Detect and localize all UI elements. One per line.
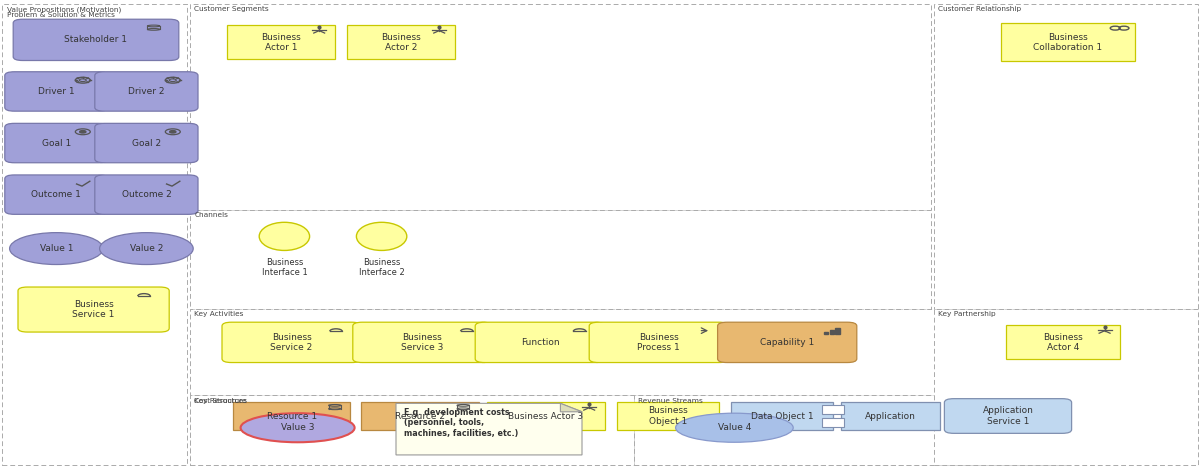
- Polygon shape: [396, 403, 582, 455]
- Text: Driver 1: Driver 1: [38, 87, 74, 96]
- FancyBboxPatch shape: [475, 322, 605, 363]
- Text: Value 4: Value 4: [718, 423, 751, 432]
- Text: Data Object 1: Data Object 1: [751, 411, 814, 421]
- Circle shape: [169, 130, 176, 133]
- Text: Goal 2: Goal 2: [132, 138, 161, 148]
- Text: Resource 1: Resource 1: [266, 411, 317, 421]
- Text: Business
Interface 2: Business Interface 2: [359, 258, 404, 277]
- Text: Business
Process 1: Business Process 1: [637, 333, 680, 352]
- Text: Cost Structure: Cost Structure: [194, 398, 247, 404]
- FancyBboxPatch shape: [589, 322, 728, 363]
- FancyBboxPatch shape: [190, 4, 931, 210]
- Bar: [361, 402, 479, 430]
- FancyBboxPatch shape: [222, 322, 361, 363]
- Text: E.g. development costs
(personnel, tools,
machines, facilities, etc.): E.g. development costs (personnel, tools…: [404, 408, 518, 438]
- Bar: [227, 25, 335, 59]
- Text: Value 2: Value 2: [130, 244, 163, 253]
- FancyBboxPatch shape: [190, 395, 1070, 465]
- Text: Business
Collaboration 1: Business Collaboration 1: [1033, 32, 1103, 52]
- FancyBboxPatch shape: [95, 72, 198, 111]
- Text: Value 1: Value 1: [40, 244, 73, 253]
- Circle shape: [79, 130, 86, 133]
- Bar: [835, 327, 840, 334]
- FancyBboxPatch shape: [13, 19, 179, 61]
- Text: Resource 2: Resource 2: [395, 411, 445, 421]
- Text: Capability 1: Capability 1: [760, 338, 815, 347]
- Text: Business
Actor 1: Business Actor 1: [260, 32, 301, 52]
- FancyBboxPatch shape: [934, 4, 1198, 309]
- Ellipse shape: [241, 413, 355, 442]
- FancyBboxPatch shape: [5, 72, 108, 111]
- Text: Key Activities: Key Activities: [194, 311, 244, 317]
- Text: Business
Actor 4: Business Actor 4: [1043, 333, 1084, 352]
- Bar: [233, 402, 350, 430]
- Text: Problem & Solution & Metrics: Problem & Solution & Metrics: [7, 12, 115, 18]
- Text: Value 3: Value 3: [281, 423, 314, 432]
- Ellipse shape: [356, 222, 407, 250]
- Text: Driver 2: Driver 2: [128, 87, 164, 96]
- Ellipse shape: [100, 233, 193, 265]
- FancyBboxPatch shape: [18, 287, 169, 332]
- FancyBboxPatch shape: [353, 322, 492, 363]
- Bar: [824, 332, 828, 334]
- FancyBboxPatch shape: [944, 399, 1072, 433]
- Ellipse shape: [259, 222, 310, 250]
- FancyBboxPatch shape: [95, 175, 198, 214]
- Text: Outcome 1: Outcome 1: [31, 190, 82, 199]
- FancyBboxPatch shape: [95, 123, 198, 163]
- FancyBboxPatch shape: [190, 395, 634, 465]
- Bar: [822, 418, 844, 427]
- Text: Business
Service 2: Business Service 2: [270, 333, 313, 352]
- Bar: [347, 25, 455, 59]
- Text: Business
Service 3: Business Service 3: [401, 333, 444, 352]
- Ellipse shape: [676, 413, 793, 442]
- Text: Function: Function: [521, 338, 559, 347]
- Bar: [487, 402, 605, 430]
- Text: Application: Application: [865, 411, 916, 421]
- Bar: [1007, 325, 1121, 359]
- FancyBboxPatch shape: [190, 309, 1070, 395]
- Text: Business
Actor 2: Business Actor 2: [380, 32, 421, 52]
- FancyBboxPatch shape: [718, 322, 857, 363]
- FancyBboxPatch shape: [190, 210, 931, 309]
- Text: Business
Object 1: Business Object 1: [648, 406, 689, 426]
- FancyBboxPatch shape: [2, 4, 187, 465]
- Bar: [841, 402, 940, 430]
- Text: Revenue Streams: Revenue Streams: [638, 398, 703, 404]
- Text: Outcome 2: Outcome 2: [121, 190, 172, 199]
- Polygon shape: [560, 403, 582, 412]
- Text: Key Partnership: Key Partnership: [938, 311, 996, 317]
- FancyBboxPatch shape: [934, 309, 1198, 465]
- Bar: [618, 402, 720, 430]
- Text: Goal 1: Goal 1: [42, 138, 71, 148]
- Bar: [822, 405, 844, 414]
- Text: Stakeholder 1: Stakeholder 1: [65, 35, 127, 45]
- FancyBboxPatch shape: [634, 395, 1070, 465]
- Text: Value Propositions (Motivation): Value Propositions (Motivation): [7, 6, 121, 13]
- Text: Application
Service 1: Application Service 1: [983, 406, 1033, 426]
- Text: Customer Segments: Customer Segments: [194, 6, 269, 12]
- Text: Business
Interface 1: Business Interface 1: [262, 258, 307, 277]
- FancyBboxPatch shape: [5, 123, 108, 163]
- Text: Customer Relationship: Customer Relationship: [938, 6, 1021, 12]
- Text: Business Actor 3: Business Actor 3: [509, 411, 583, 421]
- Text: Key Resources: Key Resources: [194, 398, 247, 404]
- FancyBboxPatch shape: [5, 175, 108, 214]
- Text: Channels: Channels: [194, 212, 228, 219]
- Bar: [732, 402, 834, 430]
- Ellipse shape: [10, 233, 103, 265]
- Bar: [1001, 23, 1135, 61]
- Text: Business
Service 1: Business Service 1: [72, 300, 115, 319]
- Bar: [829, 330, 834, 334]
